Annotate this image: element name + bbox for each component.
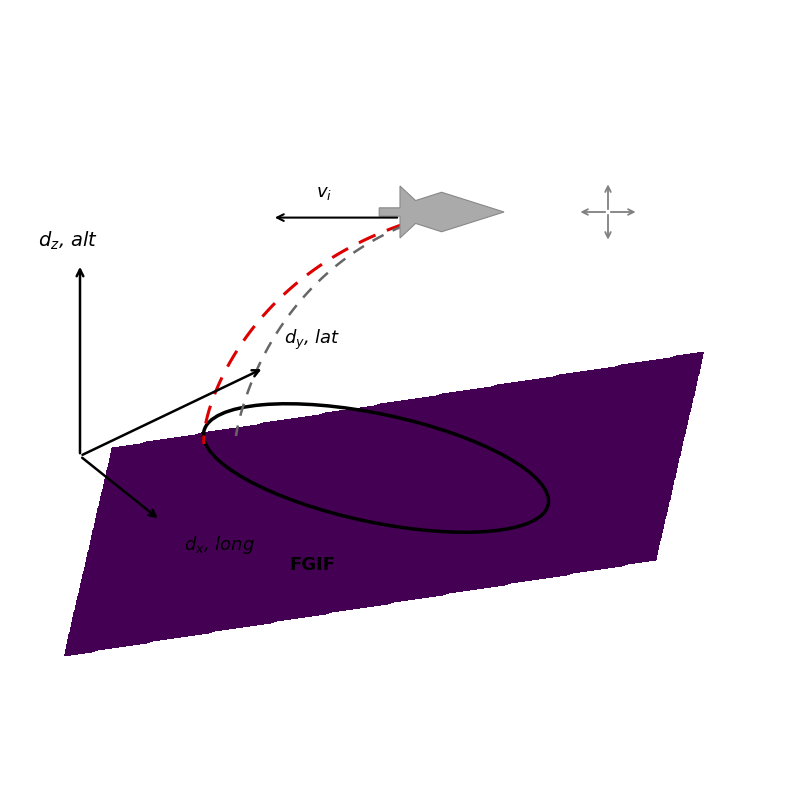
Text: FGIF: FGIF	[289, 556, 335, 574]
Polygon shape	[379, 186, 504, 238]
Text: $v_i$: $v_i$	[316, 184, 332, 202]
Text: $d_y$, lat: $d_y$, lat	[284, 328, 341, 352]
Text: $d_z$, alt: $d_z$, alt	[38, 230, 98, 252]
Text: $d_x$, long: $d_x$, long	[184, 534, 255, 557]
